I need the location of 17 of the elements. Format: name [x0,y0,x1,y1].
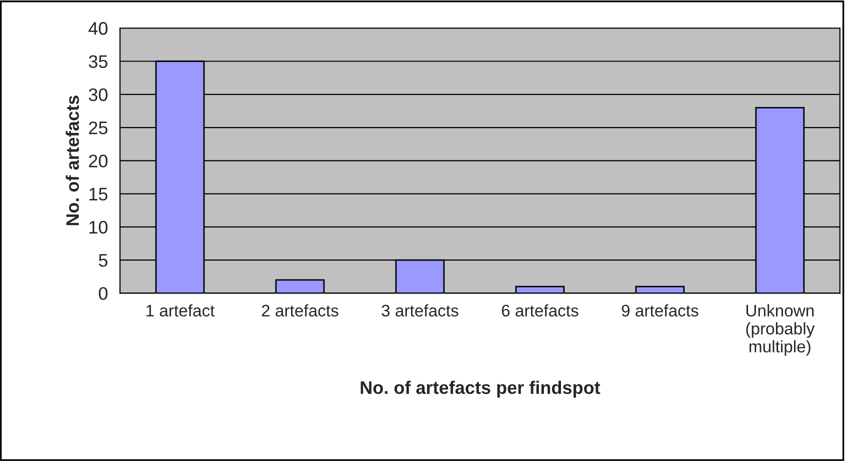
y-tick-label: 30 [88,88,108,102]
y-tick-label: 10 [89,220,108,234]
y-axis-title: No. of artefacts [66,96,79,226]
x-tick-label: 1 artefact [146,304,215,317]
x-tick-label: 6 artefacts [502,304,578,317]
y-tick-label: 40 [88,22,108,35]
y-tick-label: 0 [98,287,108,300]
y-tick-label: 15 [89,188,108,201]
y-tick-label: 5 [98,254,108,267]
y-tick-label: 25 [89,121,108,134]
x-tick-label: Unknown (probably multiple) [746,304,815,356]
y-tick-label: 20 [89,154,108,168]
x-axis-title: No. of artefacts per findspot [360,380,600,398]
y-tick-label: 35 [88,55,108,68]
x-tick-label: 2 artefacts [262,304,338,317]
x-tick-label: 9 artefacts [622,304,698,317]
x-tick-label: 3 artefacts [382,304,458,317]
